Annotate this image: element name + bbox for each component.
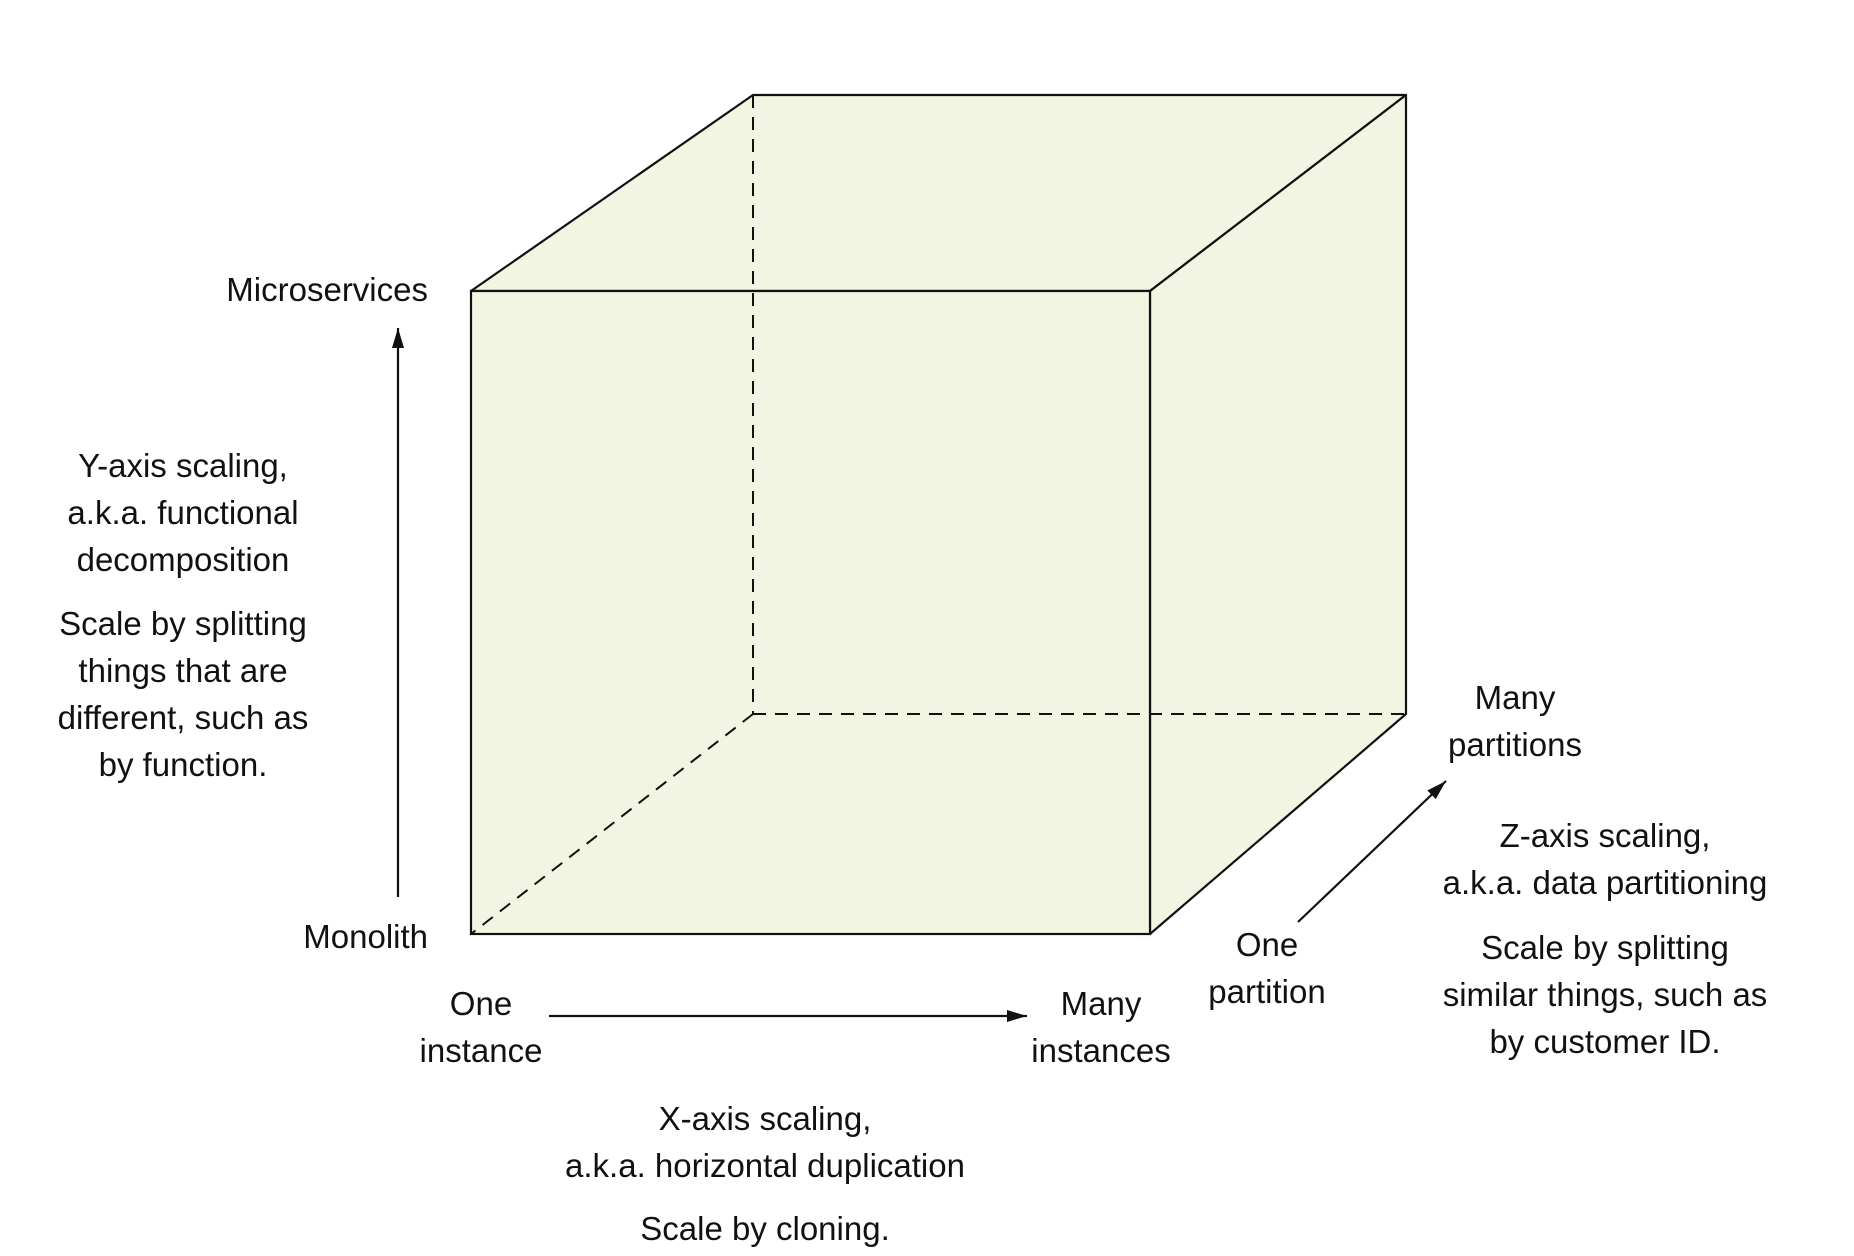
x-axis-end-label: Many instances (1031, 980, 1170, 1074)
z-axis-end-label-line-1: Many (1474, 679, 1556, 716)
x-axis-title: X-axis scaling, a.k.a. horizontal duplic… (565, 1095, 965, 1189)
x-axis-start-label: One instance (420, 980, 543, 1074)
z-axis-start-label-line-1: One (1235, 926, 1299, 963)
z-axis-title: Z-axis scaling, a.k.a. data partitioning (1443, 812, 1768, 906)
z-axis-arrow (1297, 780, 1447, 923)
z-axis-start-label: One partition (1208, 921, 1325, 1015)
y-axis-description-line-4: by function. (98, 746, 268, 783)
cube-front-face (469, 289, 1152, 936)
z-axis-end-label: Many partitions (1448, 674, 1582, 768)
x-axis-title-line-2: a.k.a. horizontal duplication (565, 1147, 965, 1184)
x-axis-description: Scale by cloning. (640, 1205, 889, 1252)
x-axis-description-line-1: Scale by cloning. (640, 1210, 890, 1247)
z-axis-description-line-2: similar things, such as (1442, 976, 1768, 1013)
z-axis-description-line-1: Scale by splitting (1481, 929, 1729, 966)
z-axis-title-line-1: Z-axis scaling, (1499, 817, 1711, 854)
y-axis-title-line-1: Y-axis scaling, (78, 447, 288, 484)
x-axis-end-label-line-2: instances (1031, 1032, 1171, 1069)
z-axis-description-line-3: by customer ID. (1489, 1023, 1721, 1060)
y-axis-top-label: Microservices (226, 271, 428, 308)
y-axis-description: Scale by splitting things that are diffe… (58, 600, 309, 788)
x-axis-end-label-line-1: Many (1060, 985, 1142, 1022)
y-axis-title-line-2: a.k.a. functional (67, 494, 299, 531)
z-axis-title-line-2: a.k.a. data partitioning (1442, 864, 1768, 901)
y-axis-title-line-3: decomposition (76, 541, 290, 578)
cube-hidden-depth-edge (470, 713, 754, 935)
y-axis-bottom-label: Monolith (303, 918, 428, 955)
y-axis-title: Y-axis scaling, a.k.a. functional decomp… (67, 442, 298, 583)
x-axis-title-line-1: X-axis scaling, (658, 1100, 872, 1137)
z-axis-start-label-line-2: partition (1208, 973, 1326, 1010)
y-axis-description-line-3: different, such as (57, 699, 309, 736)
z-axis-description: Scale by splitting similar things, such … (1443, 924, 1768, 1065)
x-axis-start-label-line-2: instance (419, 1032, 543, 1069)
x-axis-start-label-line-1: One (449, 985, 513, 1022)
y-axis-description-line-1: Scale by splitting (59, 605, 307, 642)
y-axis-description-line-2: things that are (78, 652, 288, 689)
z-axis-end-label-line-2: partitions (1448, 726, 1582, 763)
